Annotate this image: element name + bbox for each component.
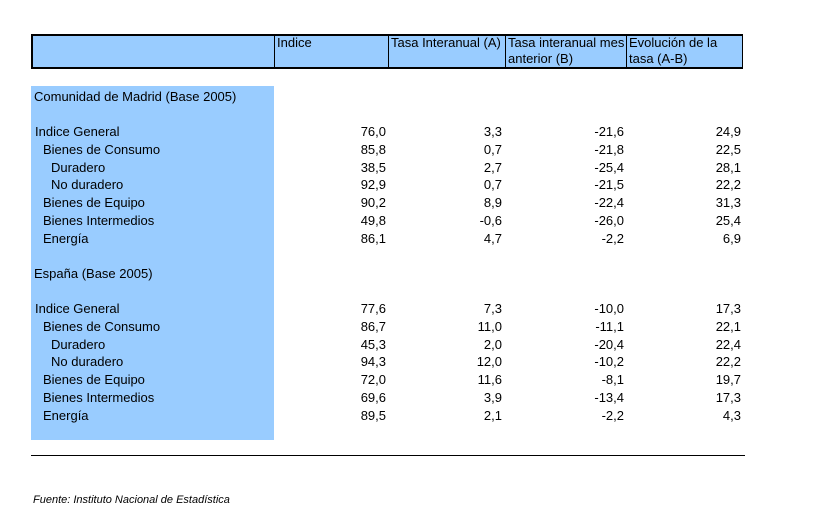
value-indice: 90,2 <box>360 195 386 211</box>
header-tasa-mes-anterior: Tasa interanual mes anterior (B) <box>505 34 626 69</box>
value-tasa-interanual: 2,1 <box>483 407 502 423</box>
value-indice: 76,0 <box>360 124 386 139</box>
value-indice: 94,3 <box>360 354 386 370</box>
table-row: Energía 86,1 4,7 -2,2 6,9 <box>0 230 817 248</box>
row-label: Duradero <box>51 159 106 175</box>
value-evolucion: 17,3 <box>715 301 741 316</box>
value-tasa-interanual: 12,0 <box>476 354 502 370</box>
value-tasa-mes-anterior: -21,6 <box>594 124 624 139</box>
row-label: No duradero <box>51 177 124 193</box>
value-tasa-interanual: 11,0 <box>477 318 502 334</box>
row-label: Bienes de Consumo <box>43 141 161 157</box>
section-title: Comunidad de Madrid (Base 2005) <box>0 88 817 106</box>
table-row: Indice General 76,0 3,3 -21,6 24,9 <box>0 123 817 141</box>
value-tasa-interanual: 0,7 <box>483 177 502 193</box>
value-tasa-mes-anterior: -11,1 <box>595 318 624 334</box>
value-indice: 86,7 <box>360 318 386 334</box>
row-label: Bienes de Equipo <box>43 195 145 211</box>
table-row: Energía 89,5 2,1 -2,2 4,3 <box>0 407 817 425</box>
row-label: Bienes Intermedios <box>43 213 155 228</box>
value-indice: 85,8 <box>360 141 386 157</box>
table-row: No duradero 92,9 0,7 -21,5 22,2 <box>0 176 817 194</box>
value-indice: 45,3 <box>360 336 386 352</box>
value-evolucion: 6,9 <box>722 230 741 246</box>
table-row: No duradero 94,3 12,0 -10,2 22,2 <box>0 353 817 371</box>
table-row: Bienes de Equipo 72,0 11,6 -8,1 19,7 <box>0 371 817 389</box>
row-label: Duradero <box>51 336 106 352</box>
row-label: Bienes de Consumo <box>43 318 161 334</box>
table-row: Bienes de Equipo 90,2 8,9 -22,4 31,3 <box>0 194 817 212</box>
value-tasa-mes-anterior: -8,1 <box>601 372 624 388</box>
row-label-column <box>31 86 274 440</box>
value-indice: 89,5 <box>360 407 386 423</box>
table-row: Bienes de Consumo 86,7 11,0 -11,1 22,1 <box>0 318 817 336</box>
header-tasa-interanual: Tasa Interanual (A) <box>388 34 505 69</box>
value-evolucion: 24,9 <box>715 124 741 139</box>
table-row: Indice General 77,6 7,3 -10,0 17,3 <box>0 300 817 318</box>
value-evolucion: 19,7 <box>715 372 741 388</box>
value-tasa-interanual: 4,7 <box>483 230 502 246</box>
header-indice: Indice <box>274 34 388 69</box>
value-tasa-interanual: 8,9 <box>483 195 502 211</box>
value-tasa-mes-anterior: -25,4 <box>594 159 624 175</box>
value-tasa-interanual: 2,7 <box>483 159 502 175</box>
value-tasa-interanual: 2,0 <box>483 336 502 352</box>
value-indice: 86,1 <box>360 230 386 246</box>
value-evolucion: 25,4 <box>715 213 741 228</box>
value-tasa-mes-anterior: -13,4 <box>594 390 624 405</box>
value-evolucion: 22,2 <box>715 177 741 193</box>
value-evolucion: 22,5 <box>715 141 741 157</box>
value-tasa-interanual: -0,6 <box>479 213 502 228</box>
value-indice: 38,5 <box>360 159 386 175</box>
row-label: No duradero <box>51 354 124 370</box>
value-tasa-mes-anterior: -10,0 <box>594 301 624 316</box>
value-tasa-mes-anterior: -2,2 <box>601 407 624 423</box>
section-title-label: España (Base 2005) <box>34 266 153 281</box>
value-evolucion: 17,3 <box>715 390 741 405</box>
value-evolucion: 4,3 <box>722 407 741 423</box>
value-indice: 77,6 <box>360 301 386 316</box>
value-tasa-interanual: 0,7 <box>483 141 502 157</box>
value-indice: 72,0 <box>360 372 386 388</box>
value-tasa-interanual: 3,3 <box>483 124 502 139</box>
header-evolucion: Evolución de la tasa (A-B) <box>626 34 743 69</box>
footnote: Fuente: Instituto Nacional de Estadístic… <box>33 494 230 506</box>
table-row: Bienes Intermedios 69,6 3,9 -13,4 17,3 <box>0 389 817 407</box>
row-label: Energía <box>43 407 89 423</box>
row-label: Indice General <box>35 301 120 316</box>
value-tasa-mes-anterior: -21,8 <box>594 141 624 157</box>
table-header <box>31 34 743 69</box>
bottom-rule <box>31 455 745 456</box>
value-indice: 69,6 <box>360 390 386 405</box>
table-row: Duradero 45,3 2,0 -20,4 22,4 <box>0 336 817 354</box>
value-evolucion: 31,3 <box>715 195 741 211</box>
value-tasa-interanual: 3,9 <box>483 390 502 405</box>
value-evolucion: 22,2 <box>715 354 741 370</box>
section-title: España (Base 2005) <box>0 265 817 283</box>
value-evolucion: 28,1 <box>715 159 741 175</box>
row-label: Bienes de Equipo <box>43 372 145 388</box>
row-label: Indice General <box>35 124 120 139</box>
value-tasa-interanual: 7,3 <box>483 301 502 316</box>
value-indice: 92,9 <box>360 177 386 193</box>
value-tasa-mes-anterior: -21,5 <box>594 177 624 193</box>
section-title-label: Comunidad de Madrid (Base 2005) <box>34 89 237 104</box>
value-indice: 49,8 <box>360 213 386 228</box>
value-tasa-mes-anterior: -26,0 <box>594 213 624 228</box>
value-evolucion: 22,4 <box>715 336 741 352</box>
table-row: Duradero 38,5 2,7 -25,4 28,1 <box>0 159 817 177</box>
value-evolucion: 22,1 <box>715 318 741 334</box>
row-label: Energía <box>43 230 89 246</box>
value-tasa-mes-anterior: -2,2 <box>601 230 624 246</box>
value-tasa-mes-anterior: -10,2 <box>594 354 624 370</box>
value-tasa-interanual: 11,6 <box>477 372 502 388</box>
value-tasa-mes-anterior: -20,4 <box>594 336 624 352</box>
row-label: Bienes Intermedios <box>43 390 155 405</box>
table-row: Bienes de Consumo 85,8 0,7 -21,8 22,5 <box>0 141 817 159</box>
table-row: Bienes Intermedios 49,8 -0,6 -26,0 25,4 <box>0 212 817 230</box>
value-tasa-mes-anterior: -22,4 <box>594 195 624 211</box>
